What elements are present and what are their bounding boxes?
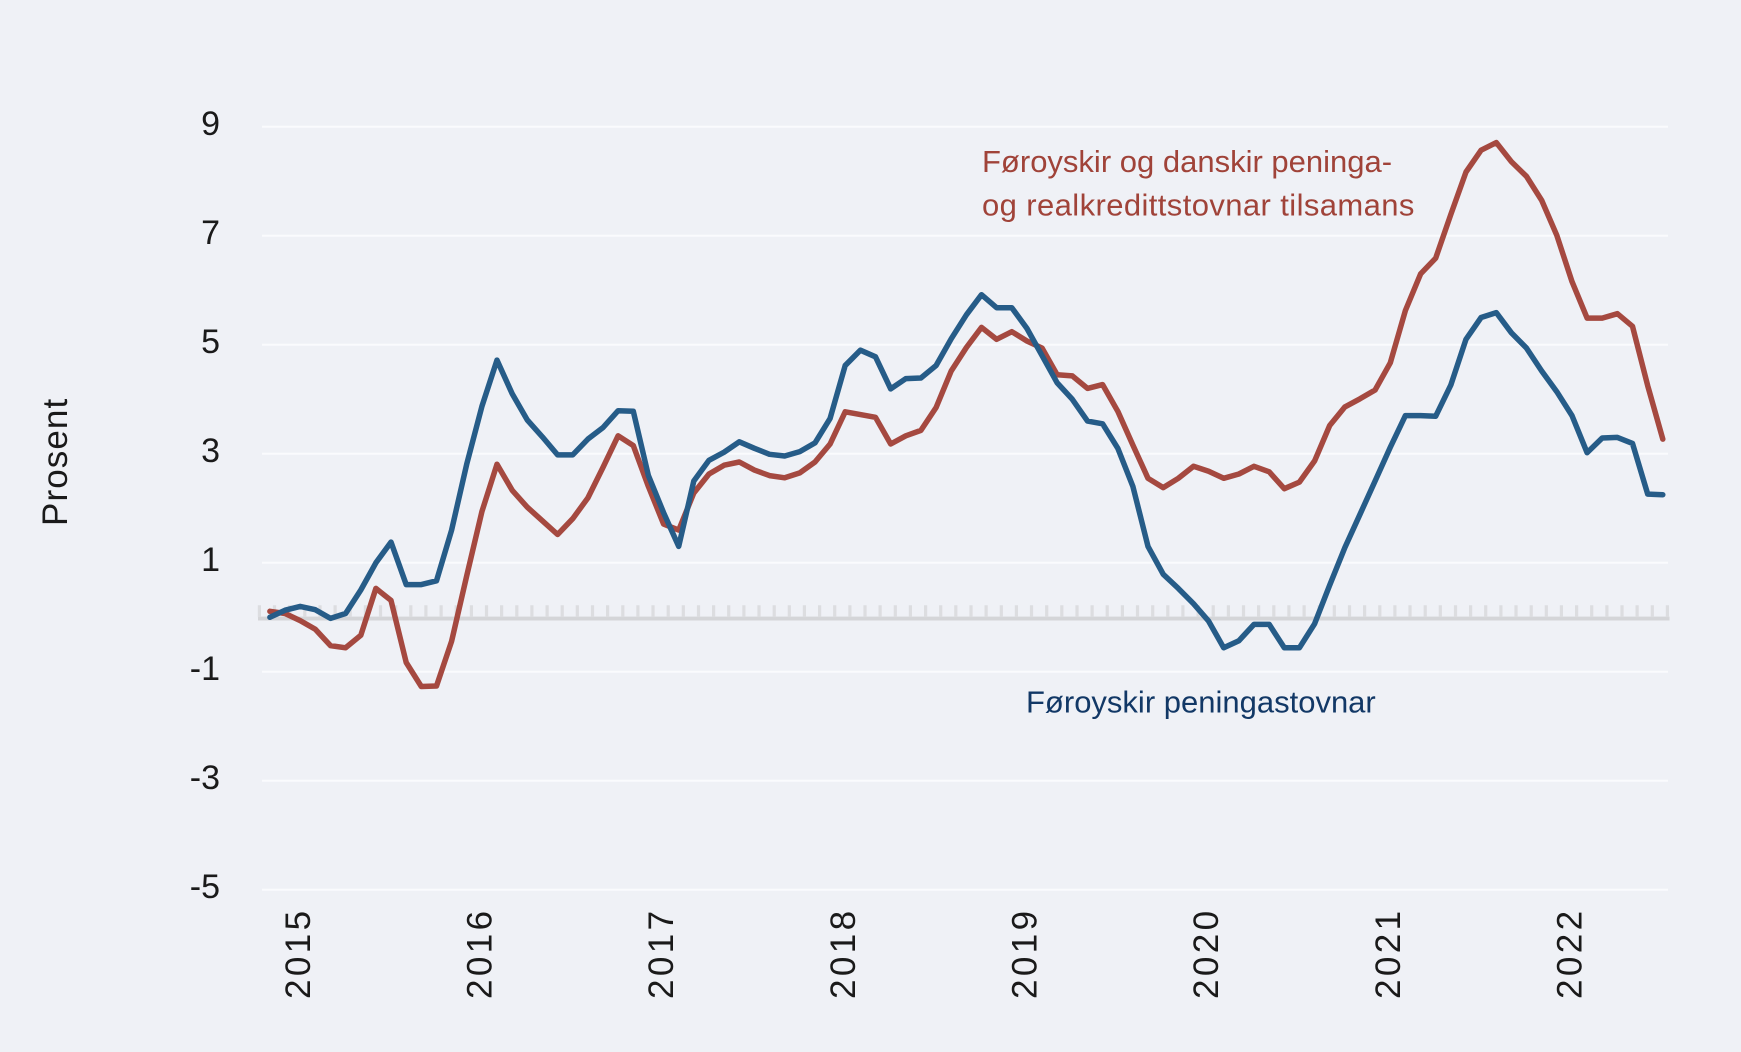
svg-text:Føroyskir peningastovnar: Føroyskir peningastovnar (1026, 685, 1376, 720)
svg-text:2022: 2022 (1551, 908, 1590, 999)
svg-text:2021: 2021 (1369, 908, 1408, 999)
svg-text:9: 9 (201, 105, 220, 143)
svg-text:2017: 2017 (642, 908, 681, 999)
svg-text:7: 7 (201, 214, 220, 252)
svg-text:5: 5 (201, 323, 220, 361)
svg-text:-5: -5 (190, 868, 220, 906)
svg-text:2016: 2016 (461, 908, 500, 999)
svg-text:-1: -1 (190, 650, 220, 688)
svg-text:2018: 2018 (824, 908, 863, 999)
svg-text:2019: 2019 (1006, 908, 1045, 999)
svg-text:og realkredittstovnar tilsaman: og realkredittstovnar tilsamans (982, 187, 1415, 222)
svg-text:2020: 2020 (1187, 908, 1226, 999)
svg-text:Prosent: Prosent (36, 398, 75, 526)
svg-text:3: 3 (201, 432, 220, 470)
svg-text:1: 1 (201, 541, 220, 579)
svg-text:-3: -3 (190, 759, 220, 797)
svg-text:2015: 2015 (279, 908, 318, 999)
svg-text:Føroyskir og danskir peninga-: Føroyskir og danskir peninga- (982, 144, 1392, 179)
